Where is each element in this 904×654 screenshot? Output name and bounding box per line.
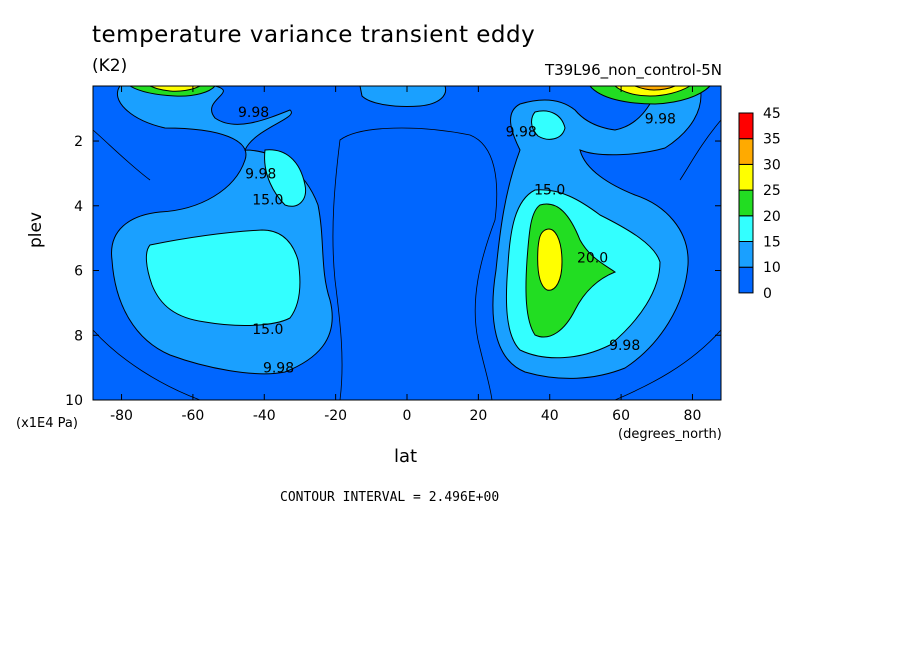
chart-title: temperature variance transient eddy [92, 22, 536, 48]
y-tick-label: 8 [74, 328, 83, 344]
contour-line [93, 129, 201, 400]
colorbar: 0 10 15 20 25 30 35 45 [738, 106, 781, 302]
y-axis-unit: (x1E4 Pa) [16, 416, 78, 431]
contour-labels: 9.98 9.98 15.0 15.0 9.98 9.98 15.0 20.0 9.98 9.98 [238, 105, 676, 377]
contour-label: 15.0 [534, 183, 565, 199]
colorbar-label: 20 [763, 209, 781, 225]
x-tick-label: 80 [684, 408, 702, 424]
contour-fills [93, 86, 721, 400]
y-tick-label: 10 [65, 393, 83, 409]
colorbar-swatch [738, 189, 754, 217]
contour-interval-note: CONTOUR INTERVAL = 2.496E+00 [280, 490, 500, 505]
eq-top-fill [359, 86, 447, 107]
y-tick-label: 2 [74, 134, 83, 150]
contour-label: 15.0 [252, 192, 283, 208]
contour-label: 9.98 [609, 338, 640, 354]
contour-label: 9.98 [245, 166, 276, 182]
nh-fill-25-30 [537, 228, 563, 291]
sh-fill-15-20-upper [264, 149, 307, 207]
contour-label: 9.98 [506, 124, 537, 140]
contour-label: 20.0 [577, 251, 608, 267]
x-tick-label: -20 [324, 408, 347, 424]
nh-fill-15-20-upper [531, 110, 566, 140]
x-axis: -80 -60 -40 -20 0 20 40 60 80 [110, 86, 701, 424]
contour-label: 9.98 [263, 361, 294, 377]
colorbar-label: 25 [763, 183, 781, 199]
nh-top-peak-inner [614, 86, 691, 97]
colorbar-swatch [738, 163, 754, 191]
colorbar-label: 15 [763, 235, 781, 251]
contour-line [614, 119, 721, 400]
colorbar-label: 0 [763, 286, 772, 302]
run-label: T39L96_non_control-5N [544, 61, 722, 79]
x-tick-label: 20 [469, 408, 487, 424]
x-axis-unit: (degrees_north) [618, 427, 722, 442]
colorbar-label: 35 [763, 132, 781, 148]
x-tick-label: 60 [612, 408, 630, 424]
x-tick-label: -40 [253, 408, 276, 424]
colorbar-swatch [738, 241, 754, 268]
x-tick-label: -80 [110, 408, 133, 424]
colorbar-swatch [738, 112, 754, 140]
colorbar-label: 45 [763, 106, 781, 122]
x-tick-label: 0 [403, 408, 412, 424]
nh-top-peak-core [634, 86, 676, 91]
sh-top-peak-inner [149, 86, 201, 92]
y-tick-label: 6 [74, 264, 83, 280]
contour-label: 9.98 [645, 111, 676, 127]
x-tick-label: 40 [541, 408, 559, 424]
x-axis-label: lat [394, 446, 418, 467]
y-tick-label: 4 [74, 199, 83, 215]
colorbar-swatch [738, 215, 754, 243]
contour-label: 9.98 [238, 105, 269, 121]
colorbar-label: 30 [763, 157, 781, 173]
colorbar-label: 10 [763, 260, 781, 276]
contour-label: 15.0 [252, 322, 283, 338]
chart-units: (K2) [92, 56, 128, 76]
contour-lines [93, 119, 721, 400]
colorbar-swatch [738, 266, 754, 294]
y-axis: 2 4 6 8 10 [65, 134, 721, 409]
colorbar-swatch [738, 138, 754, 165]
x-tick-label: -60 [181, 408, 204, 424]
contour-line [332, 127, 498, 400]
sh-fill-15-20 [145, 229, 301, 326]
